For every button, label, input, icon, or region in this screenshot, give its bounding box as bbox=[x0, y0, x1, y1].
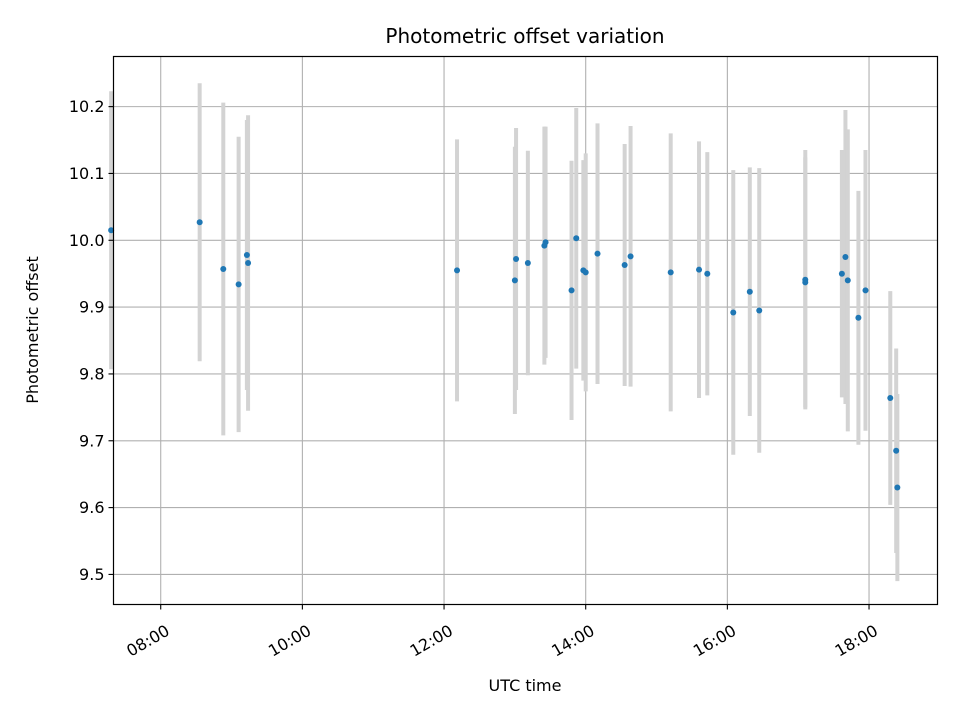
x-tick-label: 14:00 bbox=[548, 621, 597, 661]
data-point bbox=[844, 277, 851, 284]
data-point bbox=[196, 219, 203, 226]
y-tick-label: 10.1 bbox=[69, 164, 105, 183]
data-point bbox=[513, 255, 520, 262]
data-point bbox=[245, 260, 252, 267]
x-tick-label: 10:00 bbox=[265, 621, 314, 661]
data-point bbox=[730, 309, 737, 316]
data-point bbox=[802, 279, 809, 286]
y-axis-label: Photometric offset bbox=[23, 256, 42, 404]
data-point bbox=[627, 253, 634, 260]
data-point bbox=[573, 235, 580, 242]
x-axis-label: UTC time bbox=[489, 676, 562, 695]
y-tick-label: 9.5 bbox=[79, 565, 104, 584]
y-tick-label: 9.7 bbox=[79, 431, 104, 450]
x-tick-label: 08:00 bbox=[123, 621, 172, 661]
data-point bbox=[862, 287, 869, 294]
chart-title: Photometric offset variation bbox=[385, 24, 664, 48]
grid bbox=[113, 56, 938, 605]
data-point bbox=[582, 269, 589, 276]
data-point bbox=[696, 266, 703, 273]
data-point bbox=[887, 394, 894, 401]
data-point bbox=[842, 253, 849, 260]
x-tick-label: 16:00 bbox=[690, 621, 739, 661]
data-point bbox=[621, 262, 628, 269]
y-axis-ticks: 9.5 9.6 9.7 9.8 9.9 10.0 10.1 10.2 bbox=[69, 97, 114, 584]
data-point bbox=[667, 269, 674, 276]
data-points bbox=[108, 219, 901, 491]
data-point bbox=[511, 277, 518, 284]
error-bars bbox=[109, 83, 900, 582]
x-axis-ticks: 08:00 10:00 12:00 14:00 16:00 18:00 bbox=[123, 604, 881, 661]
data-point bbox=[220, 266, 227, 273]
data-point bbox=[243, 251, 250, 258]
data-point bbox=[524, 260, 531, 267]
data-point bbox=[756, 307, 763, 314]
y-tick-label: 10.0 bbox=[69, 231, 105, 250]
data-point bbox=[568, 287, 575, 294]
data-point bbox=[894, 484, 901, 491]
y-tick-label: 9.8 bbox=[79, 364, 104, 383]
y-tick-label: 9.6 bbox=[79, 498, 104, 517]
data-point bbox=[542, 239, 549, 246]
x-tick-label: 12:00 bbox=[407, 621, 456, 661]
data-point bbox=[594, 250, 601, 257]
data-point bbox=[838, 270, 845, 277]
data-point bbox=[893, 447, 900, 454]
data-point bbox=[746, 288, 753, 295]
data-point bbox=[108, 227, 115, 234]
x-tick-label: 18:00 bbox=[832, 621, 881, 661]
data-point bbox=[855, 314, 862, 321]
y-tick-label: 10.2 bbox=[69, 97, 105, 116]
plot-frame bbox=[112, 55, 939, 606]
data-point bbox=[454, 267, 461, 274]
y-tick-label: 9.9 bbox=[79, 298, 104, 317]
data-point bbox=[235, 281, 242, 288]
data-point bbox=[704, 270, 711, 277]
